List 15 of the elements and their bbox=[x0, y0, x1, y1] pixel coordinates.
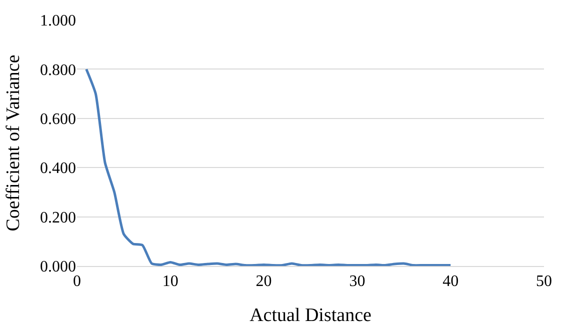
line-series bbox=[85, 68, 452, 266]
x-tick-label: 0 bbox=[73, 273, 81, 290]
y-tick-label: 0.600 bbox=[40, 111, 76, 128]
x-tick-label: 10 bbox=[162, 273, 178, 290]
x-tick-label: 50 bbox=[536, 273, 552, 290]
y-tick-label: 0.000 bbox=[40, 258, 76, 276]
x-tick-label: 30 bbox=[349, 273, 366, 290]
y-tick-label: 0.400 bbox=[40, 160, 76, 178]
x-tick-label: 20 bbox=[256, 273, 272, 290]
y-tick-label: 1.000 bbox=[40, 12, 76, 30]
y-tick-label: 0.800 bbox=[40, 62, 76, 79]
y-tick-label: 0.200 bbox=[40, 209, 76, 226]
y-axis-title: Coefficient of Variance bbox=[2, 54, 24, 232]
x-axis-title: Actual Distance bbox=[250, 305, 372, 326]
x-tick-label: 40 bbox=[442, 273, 459, 290]
